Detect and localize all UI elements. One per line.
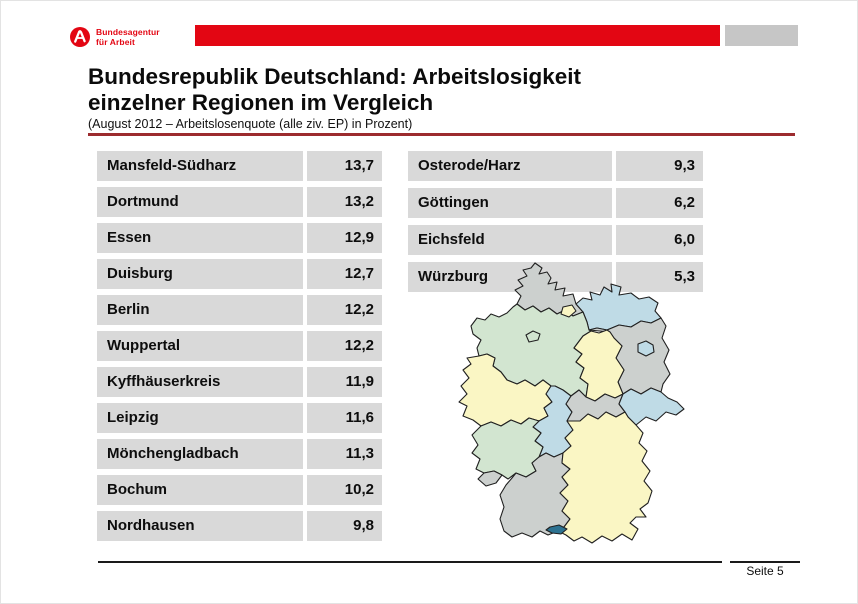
region-value-cell: 11,9 xyxy=(307,367,382,397)
region-name-cell: Wuppertal xyxy=(97,331,303,361)
state-saarland xyxy=(477,470,503,487)
state-hamburg xyxy=(560,304,577,318)
footer-rule xyxy=(98,561,722,563)
header-red-bar xyxy=(195,25,720,46)
unemployment-table-low: Osterode/Harz 9,3 Göttingen 6,2 Eichsfeld 6,0… xyxy=(408,151,703,299)
slide-title: Bundesrepublik Deutschland: Arbeitslosig… xyxy=(88,64,808,115)
region-name-cell: Berlin xyxy=(97,295,303,325)
region-value-cell: 12,7 xyxy=(307,259,382,289)
region-name-cell: Göttingen xyxy=(408,188,612,218)
state-bayern xyxy=(557,411,653,544)
region-name-cell: Essen xyxy=(97,223,303,253)
table-row: Duisburg 12,7 xyxy=(97,259,382,289)
title-rule xyxy=(88,133,795,136)
slide-title-line1: Bundesrepublik Deutschland: Arbeitslosig… xyxy=(88,64,582,89)
region-name-cell: Osterode/Harz xyxy=(408,151,612,181)
region-value-cell: 6,2 xyxy=(616,188,703,218)
region-value-cell: 13,2 xyxy=(307,187,382,217)
region-value-cell: 12,2 xyxy=(307,331,382,361)
region-name-cell: Würzburg xyxy=(408,262,612,292)
region-name-cell: Mansfeld-Südharz xyxy=(97,151,303,181)
table-row: Berlin 12,2 xyxy=(97,295,382,325)
region-name-cell: Bochum xyxy=(97,475,303,505)
germany-map xyxy=(455,260,685,552)
table-row: Essen 12,9 xyxy=(97,223,382,253)
state-berlin xyxy=(637,340,655,357)
region-name-cell: Mönchengladbach xyxy=(97,439,303,469)
region-value-cell: 12,9 xyxy=(307,223,382,253)
ba-logo-line1: Bundesagentur xyxy=(96,27,160,37)
table-row: Leipzig 11,6 xyxy=(97,403,382,433)
region-name-cell: Dortmund xyxy=(97,187,303,217)
slide-title-line2: einzelner Regionen im Vergleich xyxy=(88,89,434,115)
ba-logo-line2: für Arbeit xyxy=(96,36,135,47)
ba-logo-text: Bundesagentur für Arbeit xyxy=(96,27,160,47)
footer-rule-short xyxy=(730,561,800,563)
region-name-cell: Duisburg xyxy=(97,259,303,289)
region-value-cell: 10,2 xyxy=(307,475,382,505)
table-row: Nordhausen 9,8 xyxy=(97,511,382,541)
state-rheinland-pfalz xyxy=(471,417,544,480)
region-value-cell: 12,2 xyxy=(307,295,382,325)
page-number: Seite 5 xyxy=(746,564,784,578)
region-name-cell: Kyffhäuserkreis xyxy=(97,367,303,397)
table-row: Kyffhäuserkreis 11,9 xyxy=(97,367,382,397)
state-bremen xyxy=(525,330,541,343)
table-row: Dortmund 13,2 xyxy=(97,187,382,217)
region-value-cell: 13,7 xyxy=(307,151,382,181)
table-row: Bochum 10,2 xyxy=(97,475,382,505)
region-name-cell: Nordhausen xyxy=(97,511,303,541)
table-row: Mansfeld-Südharz 13,7 xyxy=(97,151,382,181)
table-row: Würzburg 5,3 xyxy=(408,262,703,292)
region-name-cell: Leipzig xyxy=(97,403,303,433)
ba-logo-icon xyxy=(70,27,90,47)
ba-logo: Bundesagentur für Arbeit xyxy=(70,27,160,47)
region-value-cell: 9,8 xyxy=(307,511,382,541)
region-value-cell: 11,6 xyxy=(307,403,382,433)
region-value-cell: 6,0 xyxy=(616,225,703,255)
table-row: Göttingen 6,2 xyxy=(408,188,703,218)
region-name-cell: Eichsfeld xyxy=(408,225,612,255)
region-value-cell: 11,3 xyxy=(307,439,382,469)
slide-subtitle: (August 2012 – Arbeitslosenquote (alle z… xyxy=(88,117,413,131)
table-row: Eichsfeld 6,0 xyxy=(408,225,703,255)
table-row: Mönchengladbach 11,3 xyxy=(97,439,382,469)
unemployment-table-high: Mansfeld-Südharz 13,7 Dortmund 13,2 Essen 12,… xyxy=(97,151,382,547)
table-row: Osterode/Harz 9,3 xyxy=(408,151,703,181)
region-value-cell: 9,3 xyxy=(616,151,703,181)
region-value-cell: 5,3 xyxy=(616,262,703,292)
bodensee-lake xyxy=(545,524,568,535)
table-row: Wuppertal 12,2 xyxy=(97,331,382,361)
header-gray-bar xyxy=(725,25,798,46)
